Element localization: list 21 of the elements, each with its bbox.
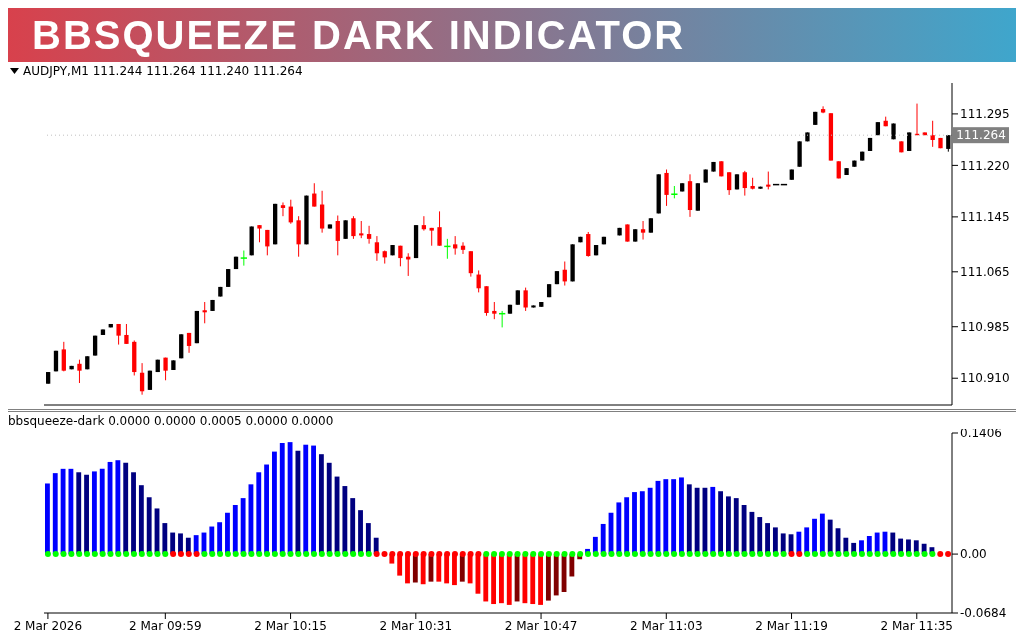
x-tick-label: 2 Mar 11:35: [880, 618, 954, 633]
y-tick-label: 0.00: [960, 547, 987, 562]
y-tick-label: 111.145: [960, 210, 1010, 225]
x-tick-label: 2 Mar 10:47: [504, 618, 578, 633]
y-tick-label: 111.065: [960, 265, 1010, 280]
x-tick-label: 2 Mar 09:59: [129, 618, 202, 633]
chart-subtitle: AUDJPY,M1 111.244 111.264 111.240 111.264: [23, 63, 303, 78]
x-tick-label: 2 Mar 11:19: [755, 618, 828, 633]
x-tick-label: 2 Mar 10:31: [379, 618, 453, 633]
ref-line-label: 111.264: [956, 128, 1006, 143]
y-tick-label: 0.1406: [960, 426, 1002, 441]
y-tick-label: 110.910: [960, 371, 1010, 386]
x-tick-label: 2 Mar 10:15: [254, 618, 327, 633]
chart-title: BBSQUEEZE DARK INDICATOR: [8, 8, 1016, 62]
y-tick-label: 111.220: [960, 158, 1010, 173]
y-tick-label: 110.985: [960, 319, 1010, 334]
x-tick-label: 2 Mar 11:03: [630, 618, 703, 633]
y-tick-label: -0.0684: [960, 606, 1007, 621]
y-tick-label: 111.295: [960, 107, 1010, 122]
x-tick-label: 2 Mar 2026: [13, 618, 83, 633]
chart-title: bbsqueeze-dark 0.0000 0.0000 0.0005 0.0000 0.0000: [8, 413, 334, 428]
